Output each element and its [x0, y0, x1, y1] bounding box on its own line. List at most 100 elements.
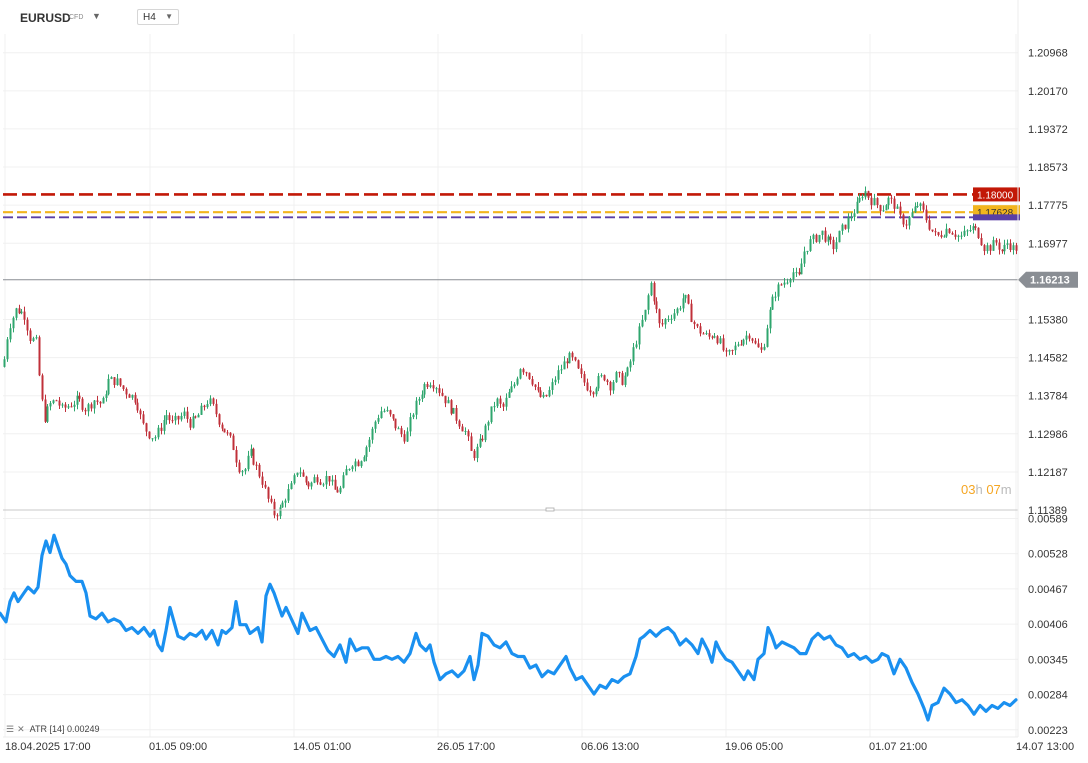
countdown-hours: 03: [961, 482, 976, 497]
candle-body-bull: [12, 317, 15, 329]
candle-body-bear: [450, 400, 453, 414]
chart-toolbar: EURUSD CFD ▼ H4 ▼: [0, 0, 1088, 34]
candle-body-bull: [313, 477, 316, 483]
candle-body-bear: [586, 382, 589, 391]
candle-body-bear: [218, 414, 221, 425]
symbol-name[interactable]: EURUSD: [20, 11, 71, 25]
candle-body-bear: [273, 501, 276, 516]
close-icon[interactable]: ✕: [17, 724, 25, 734]
yellow-level-tag-label: 1.17628: [977, 208, 1014, 219]
candle-body-bear: [658, 309, 661, 324]
price-tick-label: 1.16977: [1028, 238, 1068, 250]
candle-body-bull: [766, 328, 769, 347]
candle-body-bull: [180, 415, 183, 420]
candle-body-bull: [116, 378, 119, 386]
candle-body-bear: [81, 398, 84, 410]
candle-body-bull: [963, 230, 966, 236]
candle-body-bear: [125, 388, 128, 395]
indicator-settings-icon[interactable]: ☰: [6, 724, 15, 734]
time-tick-label: 14.07 13:00: [1016, 741, 1074, 753]
candle-body-bear: [711, 336, 714, 338]
candle-body-bull: [629, 361, 632, 368]
candle-body-bull: [52, 400, 55, 404]
candle-body-bear: [113, 377, 116, 386]
instrument-type: CFD: [69, 14, 84, 21]
candle-body-bull: [615, 372, 618, 383]
candle-body-bull: [835, 242, 838, 250]
timeframe-select[interactable]: H4 ▼: [137, 9, 179, 25]
candle-body-bull: [548, 389, 551, 397]
candle-body-bear: [748, 335, 751, 339]
candle-body-bull: [87, 404, 90, 412]
candle-body-bear: [145, 423, 148, 432]
candle-body-bull: [771, 296, 774, 310]
candle-body-bear: [229, 432, 232, 436]
candle-body-bear: [815, 234, 818, 242]
candle-body-bull: [209, 398, 212, 405]
candle-body-bear: [444, 395, 447, 404]
candle-body-bear: [824, 230, 827, 242]
candle-body-bull: [705, 333, 708, 335]
candle-body-bull: [406, 431, 409, 442]
candle-body-bull: [882, 210, 885, 212]
countdown-m-unit: m: [1000, 482, 1012, 497]
candle-body-bull: [827, 236, 830, 242]
candle-body-bull: [61, 404, 64, 406]
candle-body-bull: [15, 308, 18, 318]
candle-body-bull: [745, 335, 748, 340]
candle-body-bear: [44, 399, 47, 422]
candle-body-bull: [679, 308, 682, 310]
candle-body-bear: [693, 321, 696, 325]
candle-body-bull: [847, 217, 850, 229]
candle-body-bear: [473, 450, 476, 459]
candle-body-bear: [661, 323, 664, 325]
candle-body-bear: [23, 311, 26, 320]
timeframe-value: H4: [143, 12, 156, 23]
candle-body-bear: [983, 245, 986, 252]
candle-body-bull: [519, 369, 522, 379]
current-price-tag: [1018, 271, 1078, 288]
price-tick-label: 1.19372: [1028, 124, 1068, 136]
candle-body-bull: [67, 406, 70, 408]
candle-body-bull: [667, 319, 670, 321]
candle-body-bear: [258, 464, 261, 477]
atr-tick-label: 0.00345: [1028, 654, 1068, 666]
candle-body-bear: [99, 401, 102, 404]
candle-body-bull: [647, 295, 650, 310]
time-tick-label: 01.07 21:00: [869, 741, 927, 753]
candle-body-bull: [800, 263, 803, 275]
candle-body-bull: [279, 507, 282, 517]
candle-body-bear: [655, 301, 658, 310]
candle-body-bear: [70, 406, 73, 408]
candle-body-bear: [235, 449, 238, 463]
candle-body-bull: [296, 472, 299, 476]
candle-body-bull: [244, 469, 247, 472]
candle-body-bear: [55, 400, 58, 402]
symbol-dropdown-icon[interactable]: ▼: [92, 11, 101, 21]
candle-body-bear: [589, 390, 592, 393]
candle-body-bull: [638, 326, 641, 345]
candle-body-bull: [386, 410, 389, 412]
candle-body-bear: [426, 384, 429, 387]
candle-body-bull: [46, 406, 49, 422]
candle-body-bull: [873, 198, 876, 206]
candle-body-bull: [110, 377, 113, 379]
candle-body-bull: [568, 352, 571, 364]
candle-body-bear: [754, 340, 757, 344]
price-tick-label: 1.11389: [1028, 505, 1067, 517]
candle-body-bull: [969, 230, 972, 232]
candle-body-bear: [238, 462, 241, 473]
candle-body-bear: [731, 349, 734, 351]
candle-body-bear: [832, 239, 835, 250]
candle-body-bull: [676, 308, 679, 314]
candle-body-bear: [276, 515, 279, 517]
candle-body-bull: [496, 398, 499, 407]
candle-body-bull: [972, 226, 975, 231]
candle-body-bull: [281, 502, 284, 508]
candle-body-bear: [545, 394, 548, 397]
candle-body-bear: [699, 326, 702, 334]
candle-body-bull: [1006, 243, 1009, 245]
candle-body-bull: [885, 205, 888, 211]
candle-body-bull: [513, 384, 516, 387]
